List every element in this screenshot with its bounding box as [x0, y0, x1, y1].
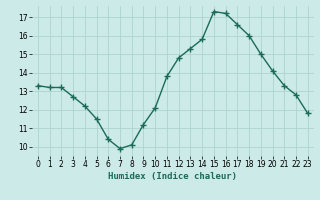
X-axis label: Humidex (Indice chaleur): Humidex (Indice chaleur): [108, 172, 237, 181]
